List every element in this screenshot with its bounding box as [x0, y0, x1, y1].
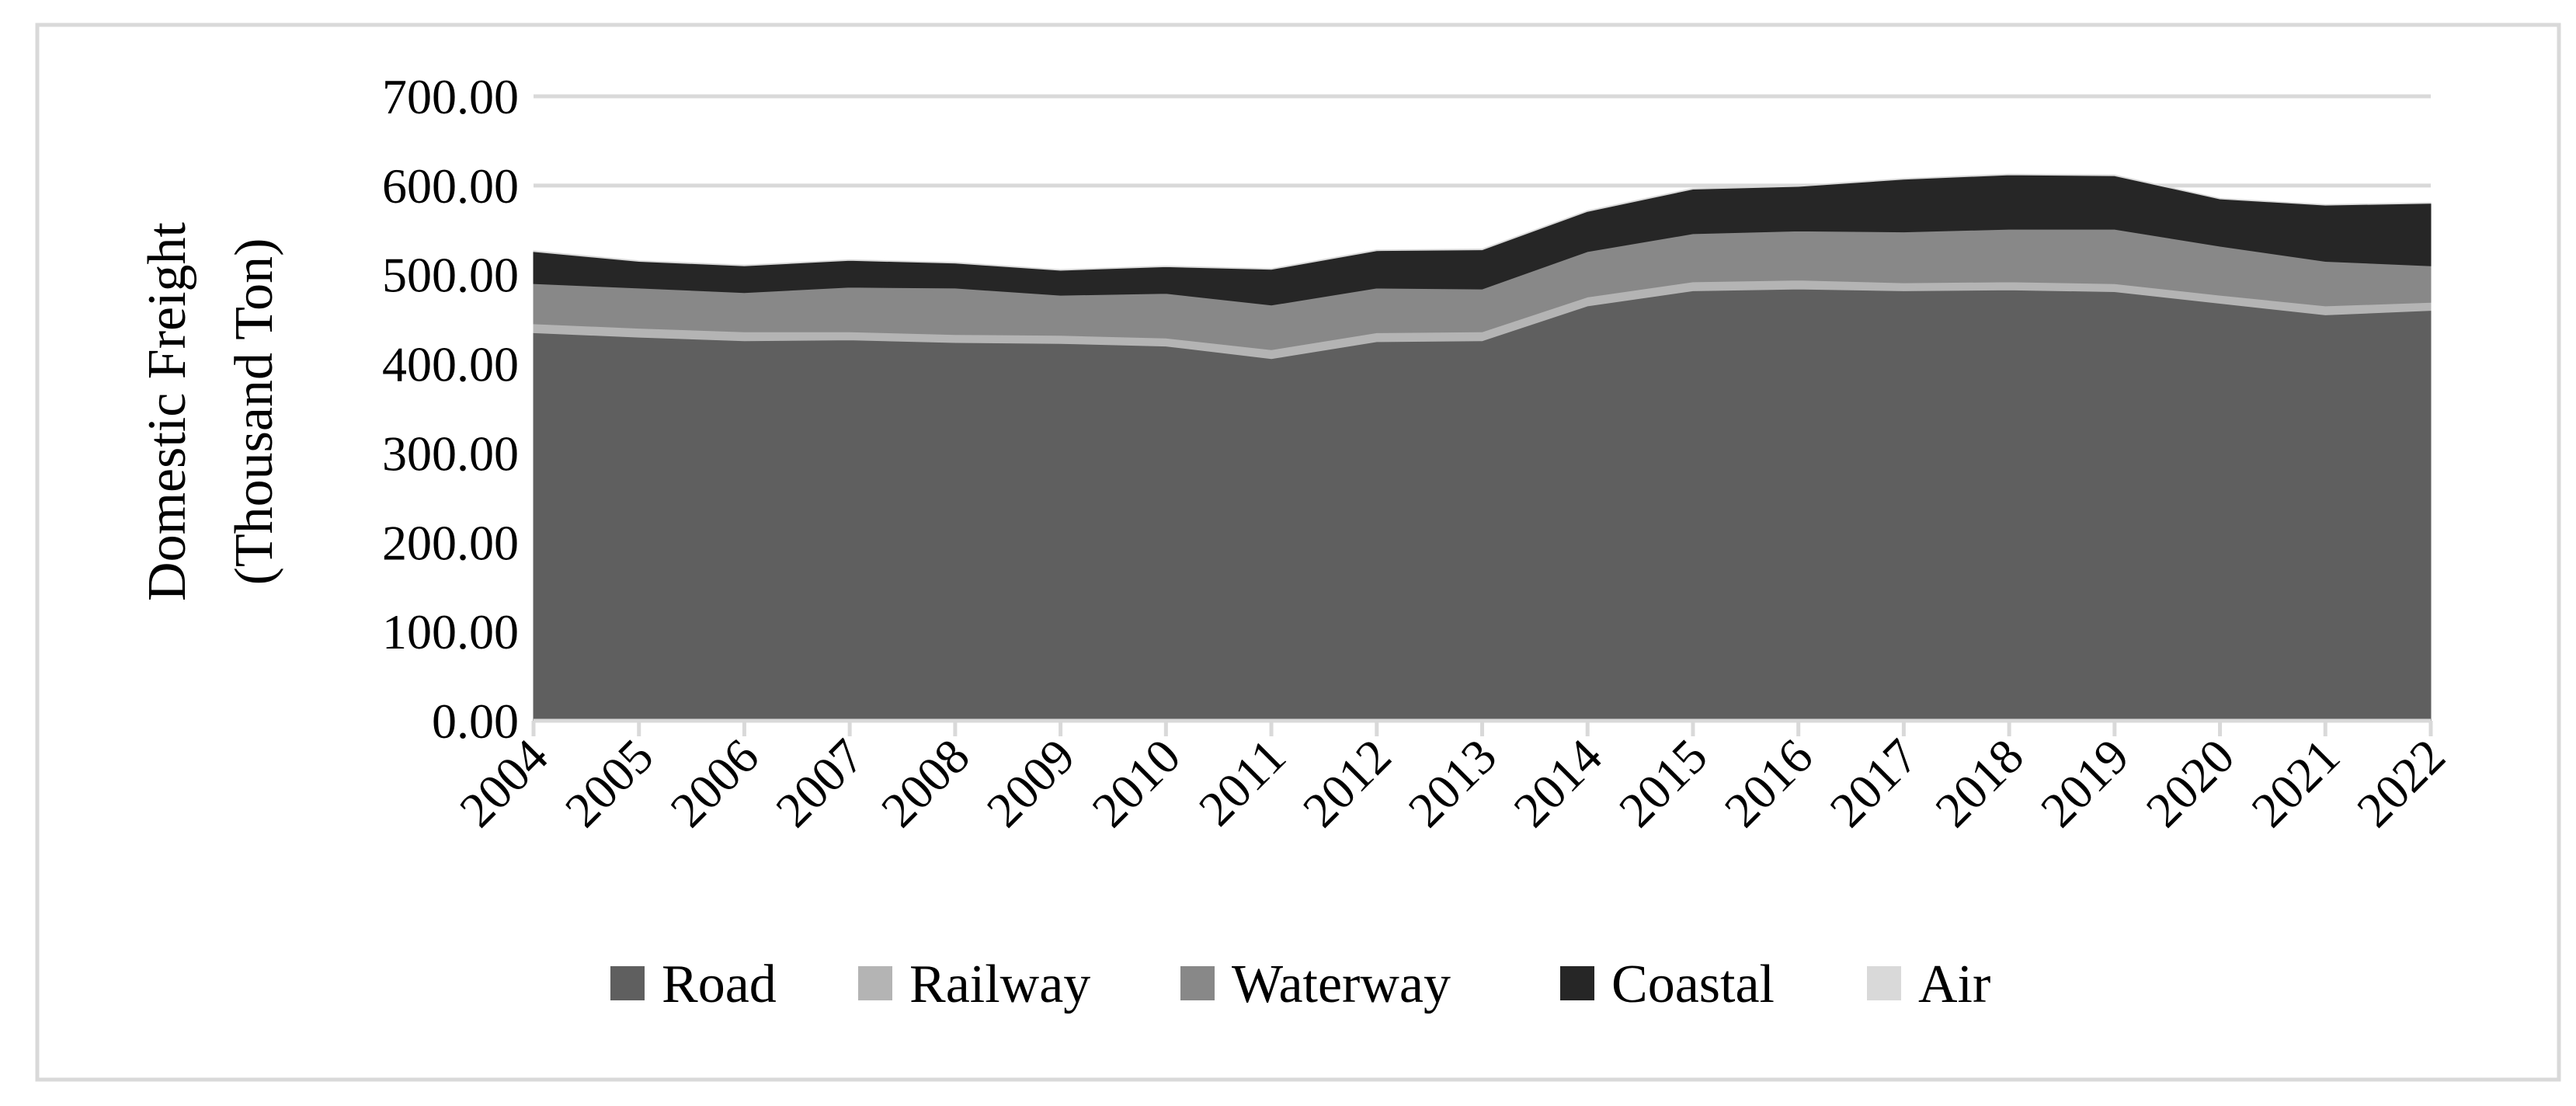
y-tick-label: 700.00: [382, 69, 519, 124]
legend-label: Air: [1918, 955, 1990, 1014]
y-tick-label: 600.00: [382, 158, 519, 214]
y-axis-ticks: 0.00 100.00 200.00 300.00 400.00 500.00 600.00…: [382, 69, 519, 749]
y-axis-title: Domestic Freight (Thousand Ton): [137, 221, 284, 601]
legend-item-railway: Railway: [858, 955, 1090, 1014]
y-tick-label: 500.00: [382, 248, 519, 303]
y-axis-title-line2: (Thousand Ton): [224, 238, 284, 586]
legend-label: Coastal: [1611, 955, 1775, 1014]
legend-swatch: [858, 966, 892, 1000]
legend-swatch: [1180, 966, 1215, 1000]
y-tick-label: 200.00: [382, 515, 519, 570]
legend-item-waterway: Waterway: [1180, 955, 1451, 1014]
series-areas: [533, 173, 2432, 722]
y-tick-label: 300.00: [382, 426, 519, 481]
area-air: [533, 173, 2432, 271]
y-tick-label: 0.00: [432, 694, 519, 749]
area-road: [533, 288, 2432, 722]
y-tick-label: 100.00: [382, 604, 519, 659]
legend-label: Railway: [909, 955, 1090, 1014]
legend-item-coastal: Coastal: [1560, 955, 1775, 1014]
y-tick-label: 400.00: [382, 337, 519, 392]
legend: Road Railway Waterway Coastal Air: [610, 955, 1990, 1014]
legend-item-road: Road: [610, 955, 777, 1014]
legend-label: Waterway: [1232, 955, 1451, 1014]
legend-swatch: [1560, 966, 1594, 1000]
legend-label: Road: [662, 955, 777, 1014]
legend-swatch: [610, 966, 645, 1000]
y-axis-title-line1: Domestic Freight: [137, 221, 197, 601]
legend-item-air: Air: [1867, 955, 1990, 1014]
legend-swatch: [1867, 966, 1901, 1000]
